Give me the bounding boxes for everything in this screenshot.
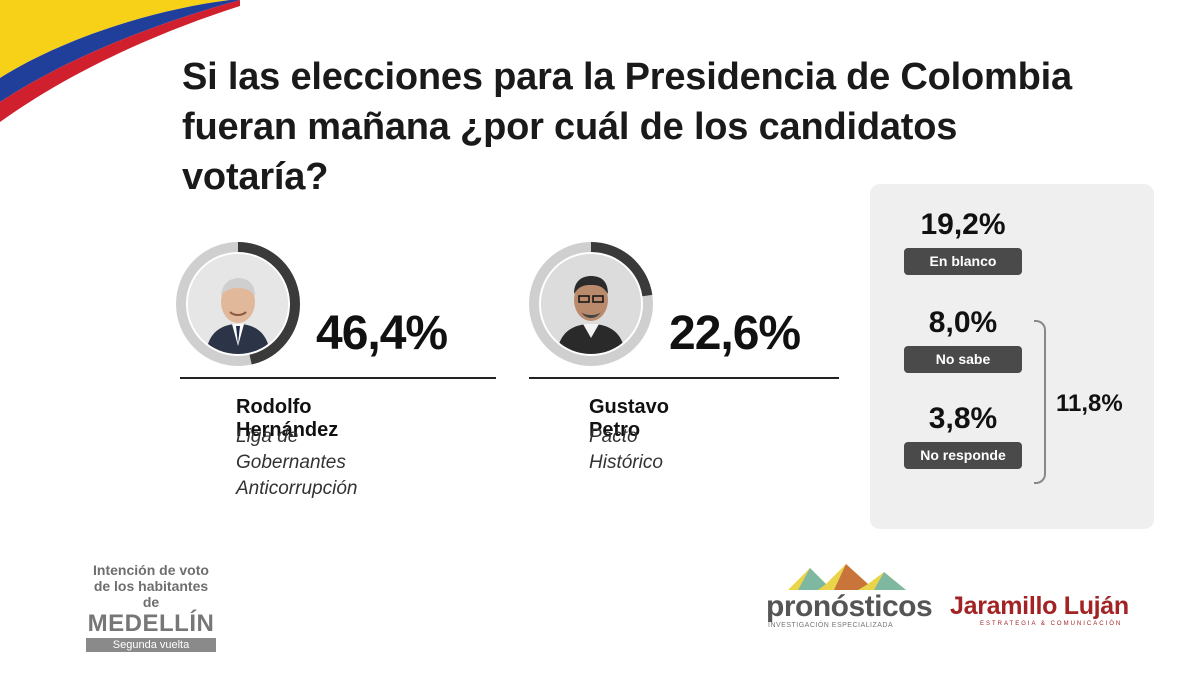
candidate-divider — [180, 377, 496, 379]
jaramillo-tagline: ESTRATEGIA & COMUNICACIÓN — [980, 621, 1123, 627]
ring-value-arc — [529, 242, 653, 366]
party-line-2: Anticorrupción — [236, 478, 358, 499]
title-line-1: Si las elecciones para la Presidencia de… — [182, 56, 1072, 98]
option-value: 19,2% — [920, 208, 1006, 241]
person-icon — [188, 254, 288, 354]
candidate-pct-petro: 22,6% — [669, 307, 801, 360]
ring-value-arc — [176, 242, 300, 366]
option-no-responde: 3,8% No responde — [904, 402, 1022, 469]
title-line-2: fueran mañana ¿por cuál de los candidato… — [182, 106, 958, 198]
flag-red-stripe — [0, 0, 240, 122]
candidate-pct-hernandez: 46,4% — [316, 307, 448, 360]
candidate-party-hernandez: Liga de Gobernantes Anticorrupción — [236, 424, 357, 502]
party-line-2: Histórico — [589, 452, 663, 473]
flag-stripes — [0, 0, 240, 122]
candidate-photo-petro — [541, 254, 641, 354]
pronosticos-tagline: INVESTIGACIÓN ESPECIALIZADA — [768, 622, 894, 629]
option-en-blanco: 19,2% En blanco — [904, 208, 1022, 275]
badge-line-2: de los habitantes de — [93, 578, 209, 610]
badge-city: MEDELLÍN — [87, 610, 215, 637]
option-label: No sabe — [904, 346, 1022, 373]
survey-badge: Intención de voto de los habitantes de M… — [86, 562, 216, 652]
mountain-icon — [788, 564, 906, 590]
jaramillo-lujan-logo: Jaramillo Luján ESTRATEGIA & COMUNICACIÓ… — [950, 592, 1160, 627]
party-line-1: Pacto — [589, 426, 638, 447]
option-no-sabe: 8,0% No sabe — [904, 306, 1022, 373]
candidate-divider — [529, 377, 839, 379]
candidate-party-petro: Pacto Histórico — [589, 424, 663, 476]
party-line-1: Liga de Gobernantes — [236, 426, 346, 473]
option-value: 3,8% — [928, 402, 998, 435]
candidate-photo-hernandez — [188, 254, 288, 354]
option-value: 8,0% — [928, 306, 998, 339]
pronosticos-wordmark: pronósticos — [766, 590, 933, 623]
candidate-name-petro: Gustavo Petro — [589, 396, 670, 441]
other-answers-panel: 19,2% En blanco 8,0% No sabe 3,8% No res… — [870, 184, 1154, 529]
group-brace — [1034, 320, 1046, 484]
option-label: En blanco — [904, 248, 1022, 275]
jaramillo-wordmark: Jaramillo Luján — [950, 592, 1129, 620]
option-label: No responde — [904, 442, 1022, 469]
badge-line-1: Intención de voto — [93, 562, 209, 578]
person-icon — [541, 254, 641, 354]
group-total: 11,8% — [1056, 390, 1123, 417]
badge-round: Segunda vuelta — [86, 638, 216, 652]
candidate-name-hernandez: Rodolfo Hernández — [236, 396, 339, 441]
pronosticos-logo: pronósticos INVESTIGACIÓN ESPECIALIZADA — [766, 560, 933, 632]
chart-title: Si las elecciones para la Presidencia de… — [182, 52, 1082, 202]
flag-yellow-stripe — [0, 0, 240, 78]
